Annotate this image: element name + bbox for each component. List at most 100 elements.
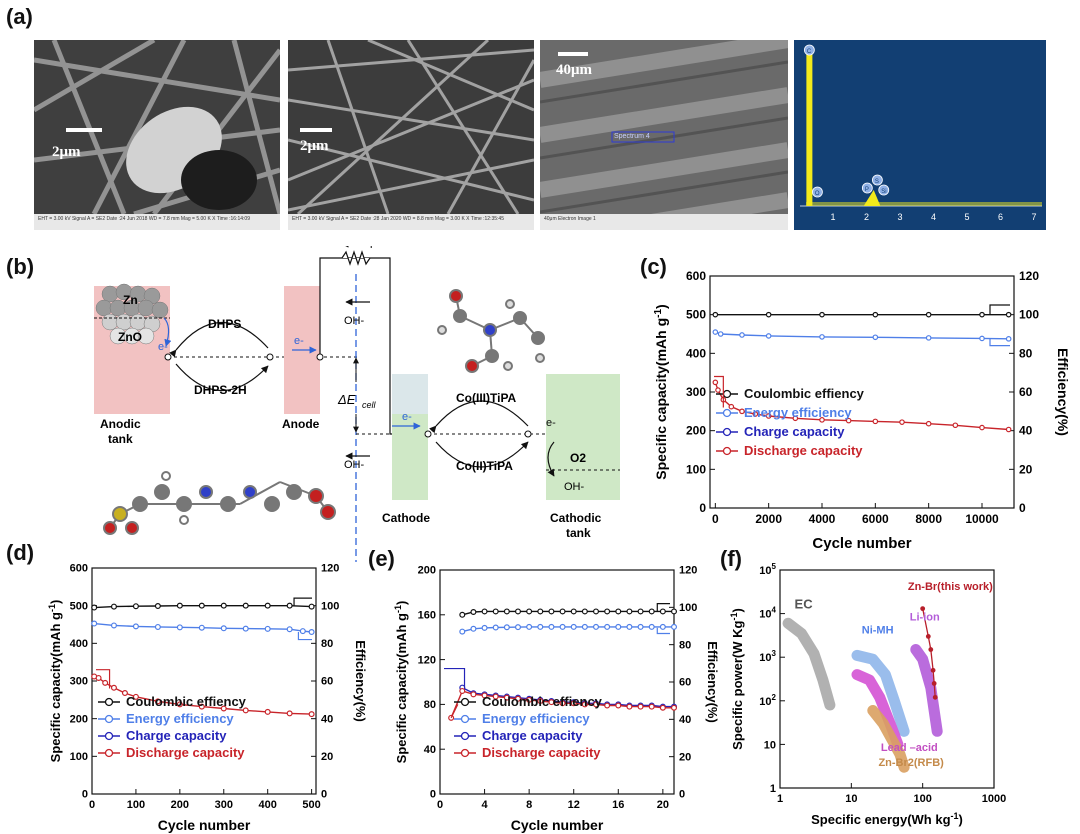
- eds-peak-label-0: C: [807, 49, 812, 55]
- series-line-c-1: [715, 331, 1009, 340]
- legend-label-d-0: Coulombic effiency: [126, 694, 247, 709]
- ragone-point-5-0: [920, 606, 926, 612]
- ragone-band-4: [867, 705, 910, 773]
- data-point-e-0-10: [570, 608, 577, 615]
- eds-tick-1: 1: [831, 212, 836, 222]
- axis-pointer-d-1: [297, 632, 312, 641]
- data-point-e-0-6: [526, 608, 533, 615]
- y-axis-label-superscript-d: -1: [47, 604, 57, 612]
- data-point-c-2-6: [765, 413, 772, 419]
- data-point-e-3-19: [659, 704, 666, 711]
- y-axis-label-close-c: ): [653, 304, 669, 309]
- legend-label-d-1: Energy efficiency: [126, 711, 234, 726]
- data-point-e-3-20: [671, 704, 678, 711]
- data-point-d-0-9: [286, 602, 293, 609]
- ragone-label-3: Zn-Br(this work): [908, 581, 993, 593]
- data-point-d-2-7: [176, 701, 183, 708]
- data-point-e-1-3: [492, 624, 499, 631]
- legend-label-c-3: Discharge capacity: [744, 443, 863, 458]
- sem-image-1: 2μm EHT = 3.00 kV Signal A = SE2 Date :2…: [34, 40, 280, 230]
- cathodic-tank-label-2: tank: [566, 526, 591, 540]
- data-point-c-1-0: [712, 329, 719, 335]
- ragone-label-4: Lead –acid: [881, 742, 938, 754]
- data-point-c-0-5: [979, 311, 985, 318]
- data-point-c-0-0: [712, 311, 719, 318]
- x-tick-label-f-1: 10: [845, 793, 857, 805]
- eds-spectrum-plot: 1 2 3 4 5 6 7 C O SP Si: [794, 40, 1046, 230]
- ragone-point-5-1: [925, 633, 931, 639]
- data-point-d-1-10: [299, 628, 306, 635]
- schematic-panel-b: Zn ZnO e- Anodic tank DHPS DHPS-2H Anode…: [94, 246, 620, 562]
- data-point-d-2-11: [264, 708, 271, 715]
- y-tick-label-d-300: 300: [70, 676, 88, 688]
- sem-footer-1: EHT = 3.00 kV Signal A = SE2 Date :24 Ju…: [34, 214, 280, 230]
- data-point-e-0-15: [626, 608, 633, 615]
- data-point-e-0-14: [615, 608, 622, 615]
- x-tick-label-f-2: 100: [913, 793, 931, 805]
- eds-peak-c: [806, 46, 813, 206]
- electron-label-2: e-: [294, 335, 304, 347]
- y-tick-label-d-600: 600: [70, 563, 88, 575]
- data-point-c-1-5: [872, 334, 879, 341]
- data-point-e-0-0: [459, 611, 466, 618]
- axis-pointer-e-1: [656, 627, 670, 635]
- data-point-c-1-6: [925, 335, 932, 341]
- data-point-e-3-16: [626, 703, 633, 710]
- y-tick-label-c-300: 300: [686, 385, 706, 399]
- data-point-e-0-5: [515, 608, 522, 615]
- data-point-e-3-15: [615, 702, 622, 709]
- y-tick-label-c-400: 400: [686, 346, 706, 360]
- eds-tick-4: 4: [931, 212, 936, 222]
- x-axis-label-d: Cycle number: [158, 817, 251, 833]
- sem-fiber-texture-3: [540, 40, 788, 214]
- legend-marker-d-0: [104, 697, 114, 707]
- y-tick-label-d-500: 500: [70, 600, 88, 612]
- y-axis-label-close-e: ): [394, 601, 409, 605]
- data-point-d-1-4: [176, 624, 183, 631]
- series-line-c-2: [714, 382, 1009, 431]
- y2-axis-label-c: Efficiency(%): [1055, 348, 1068, 436]
- sem-fiber-texture-1: [34, 40, 280, 214]
- panel-label-d: (d): [6, 540, 35, 565]
- data-point-e-3-2: [470, 691, 477, 698]
- legend-label-c-2: Charge capacity: [744, 424, 845, 439]
- x-tick-label-e-8: 8: [526, 799, 532, 811]
- y-tick-label-f-4: 104: [759, 606, 776, 621]
- x-tick-label-f-0: 1: [777, 793, 783, 805]
- data-point-d-0-1: [110, 603, 117, 610]
- data-point-e-3-1: [459, 687, 466, 694]
- data-point-e-0-3: [492, 608, 499, 615]
- legend-marker-d-2: [104, 731, 114, 741]
- data-point-e-3-11: [570, 700, 577, 707]
- data-point-e-1-18: [659, 623, 666, 630]
- y2-tick-label-e-120: 120: [679, 565, 697, 577]
- legend-label-e-2: Charge capacity: [482, 728, 583, 743]
- data-point-e-0-7: [537, 608, 544, 615]
- legend-label-e-0: Coulombic effiency: [482, 694, 603, 709]
- data-point-d-1-0: [91, 620, 98, 627]
- data-point-e-1-4: [503, 624, 510, 631]
- eds-tick-3: 3: [898, 212, 903, 222]
- y-tick-exp-f-5: 5: [772, 562, 777, 571]
- axis-pointer-d-2: [96, 669, 111, 689]
- data-point-e-1-7: [537, 623, 544, 630]
- y-tick-label-e-160: 160: [418, 609, 436, 621]
- x-tick-label-d-0: 0: [89, 799, 95, 811]
- data-point-e-0-16: [637, 608, 644, 615]
- eds-spectrum: 1 2 3 4 5 6 7 C O S P Si: [794, 40, 1046, 230]
- eds-peak-label-4: Si: [881, 189, 886, 195]
- data-point-d-1-7: [242, 625, 249, 632]
- data-point-c-2-8: [819, 417, 825, 423]
- data-point-e-0-13: [604, 608, 611, 615]
- data-point-e-1-2: [481, 624, 488, 631]
- legend-label-d-3: Discharge capacity: [126, 745, 245, 760]
- data-point-e-3-4: [492, 693, 499, 700]
- y-tick-label-e-40: 40: [424, 744, 436, 756]
- data-point-d-0-2: [132, 603, 139, 610]
- y2-tick-label-e-60: 60: [679, 677, 691, 689]
- y2-tick-label-d-60: 60: [321, 676, 333, 688]
- x-axis-label-sup-f: -1: [951, 811, 959, 821]
- legend-marker-c-0: [722, 389, 732, 399]
- y-tick-exp-f-4: 4: [772, 606, 777, 615]
- sem-scale-1: 2μm: [52, 144, 81, 160]
